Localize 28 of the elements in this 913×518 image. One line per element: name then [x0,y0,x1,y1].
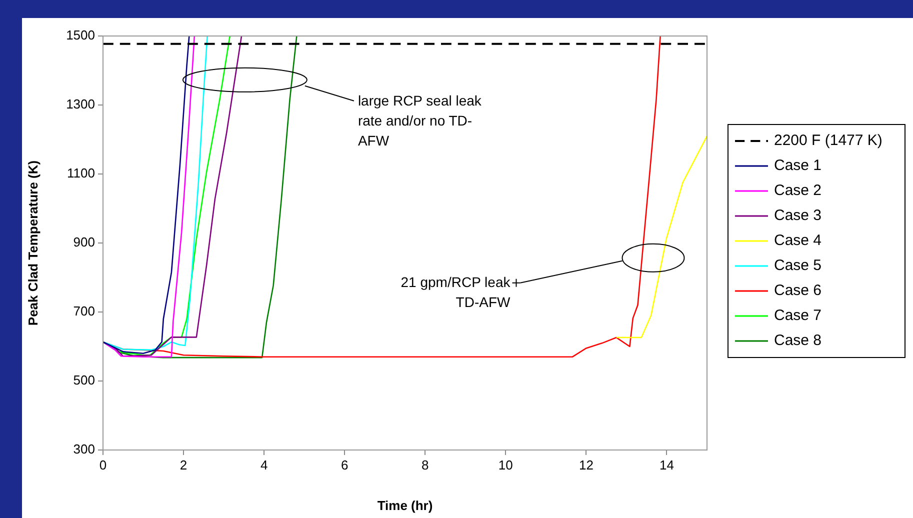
legend-label: Case 6 [774,282,822,300]
y-tick-label: 1300 [66,96,95,112]
x-tick-label: 2 [180,457,188,472]
y-tick-label: 700 [73,304,95,319]
legend-label: Case 1 [774,157,822,174]
annotation: 21 gpm/RCP leak TD-AFW [400,274,512,310]
legend-label: Case 4 [774,232,822,250]
y-tick-label: 300 [73,442,95,457]
x-tick-label: 10 [498,457,513,472]
y-axis-title: Peak Clad Temperature (K) [25,160,40,326]
legend-label: Case 3 [774,207,822,224]
x-tick-label: 6 [340,457,348,472]
legend-label: Case 8 [774,332,822,350]
annotation: large RCP seal leak rate and/or no TD-AFW [358,92,482,149]
x-tick-label: 4 [260,457,268,472]
y-tick-label: 500 [73,372,95,388]
y-tick-label: 900 [73,234,95,250]
legend-label: Case 7 [774,307,822,324]
y-tick-label: 1500 [66,28,95,43]
x-axis-title: Time (hr) [377,498,433,513]
x-tick-label: 0 [99,457,107,472]
y-tick-label: 1100 [67,166,95,181]
x-tick-label: 8 [422,457,429,472]
x-tick-label: 14 [660,457,674,472]
legend-label: Case 2 [774,182,822,200]
legend-label: 2200 F (1477 K) [774,132,882,150]
legend-label: Case 5 [774,257,822,274]
x-tick-label: 12 [578,457,594,472]
